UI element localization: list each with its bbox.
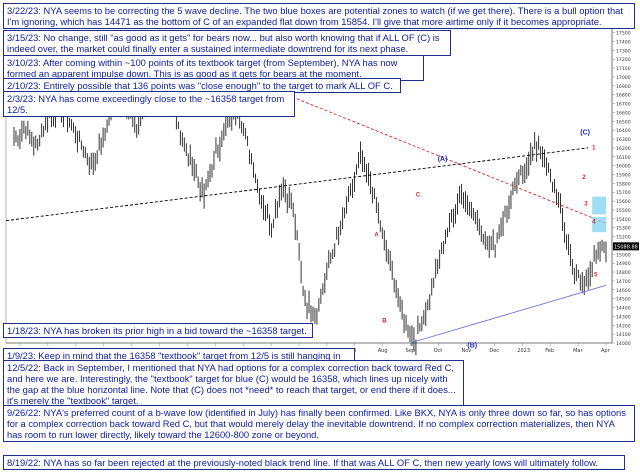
wave-label: 4 xyxy=(592,219,596,225)
annotation-2-3-23: 2/3/23: NYA has come exceedingly close t… xyxy=(3,91,295,117)
y-tick-label: 14100 xyxy=(616,332,631,338)
y-tick-label: 17000 xyxy=(616,75,631,81)
x-tick-label: Dec xyxy=(489,348,499,354)
wave-label: C xyxy=(416,193,421,199)
black-trend-line xyxy=(5,147,589,222)
x-tick-label: 2023 xyxy=(517,348,530,354)
wave-label: 3 xyxy=(584,202,588,208)
y-tick-label: 17400 xyxy=(616,39,631,45)
y-tick-label: 17500 xyxy=(616,31,631,37)
x-tick-label: Aug xyxy=(378,348,388,354)
y-tick-label: 14800 xyxy=(616,270,631,276)
annotation-3-22-23: 3/22/23: NYA seems to be correcting the … xyxy=(3,3,635,29)
y-tick-label: 16000 xyxy=(616,164,631,170)
annotation-1-18-23: 1/18/23: NYA has broken its prior high i… xyxy=(3,323,313,338)
y-tick-label: 14900 xyxy=(616,261,631,267)
annotation-9-26-22: 9/26/22: NYA's preferred count of a b-wa… xyxy=(3,405,635,442)
y-tick-label: 15900 xyxy=(616,173,631,179)
last-price-label: 15088.88 xyxy=(614,244,638,250)
y-tick-label: 16500 xyxy=(616,119,631,125)
y-tick-label: 14300 xyxy=(616,314,631,320)
y-tick-label: 16900 xyxy=(616,84,631,90)
annotation-12-5-22: 12/5/22: Back in September, I mentioned … xyxy=(3,360,464,408)
y-tick-label: 15700 xyxy=(616,190,631,196)
y-tick-label: 15000 xyxy=(616,252,631,258)
wave-label: (A) xyxy=(438,156,448,163)
blue-support-line xyxy=(409,284,607,344)
y-tick-label: 15400 xyxy=(616,217,631,223)
y-tick-label: 15800 xyxy=(616,181,631,187)
x-tick-label: Feb xyxy=(545,348,554,354)
wave-label: B xyxy=(382,319,387,325)
wave-label: 5 xyxy=(594,272,598,278)
x-tick-label: Apr xyxy=(601,348,611,354)
y-tick-label: 15500 xyxy=(616,208,631,214)
last-price-marker xyxy=(613,242,639,251)
annotation-3-10-23: 3/10/23: After coming within ~100 points… xyxy=(3,55,424,81)
y-tick-label: 16800 xyxy=(616,93,631,99)
x-tick-label: Oct xyxy=(434,348,443,354)
wave-label: (B) xyxy=(467,342,477,349)
y-tick-label: 14200 xyxy=(616,323,631,329)
x-tick-label: Nov xyxy=(461,348,471,354)
y-tick-label: 16300 xyxy=(616,137,631,143)
x-tick-label: Mar xyxy=(573,348,583,354)
wave-label: A xyxy=(374,233,379,239)
x-tick-label: Sep xyxy=(406,348,415,354)
upper-blue-box xyxy=(592,196,607,215)
y-tick-label: 14500 xyxy=(616,297,631,303)
y-tick-label: 14700 xyxy=(616,279,631,285)
y-tick-label: 16200 xyxy=(616,146,631,152)
y-tick-label: 14000 xyxy=(616,341,631,347)
y-tick-label: 15200 xyxy=(616,235,631,241)
y-tick-label: 16600 xyxy=(616,110,631,116)
y-tick-label: 16700 xyxy=(616,102,631,108)
y-tick-label: 17300 xyxy=(616,48,631,54)
y-tick-label: 16400 xyxy=(616,128,631,134)
y-tick-label: 15600 xyxy=(616,199,631,205)
lower-blue-box xyxy=(592,217,607,233)
y-tick-label: 17200 xyxy=(616,57,631,63)
y-tick-label: 14600 xyxy=(616,288,631,294)
annotation-3-15-23: 3/15/23: No change, still "as good as it… xyxy=(3,30,451,56)
y-tick-label: 15300 xyxy=(616,226,631,232)
wave-label: (C) xyxy=(580,130,590,137)
y-tick-label: 17100 xyxy=(616,66,631,72)
annotation-8-19-22: 8/19/22: NYA has so far been rejected at… xyxy=(3,455,625,470)
y-tick-label: 14400 xyxy=(616,306,631,312)
y-tick-label: 16100 xyxy=(616,155,631,161)
wave-label: 2 xyxy=(582,175,586,181)
wave-label: 1 xyxy=(592,146,596,152)
